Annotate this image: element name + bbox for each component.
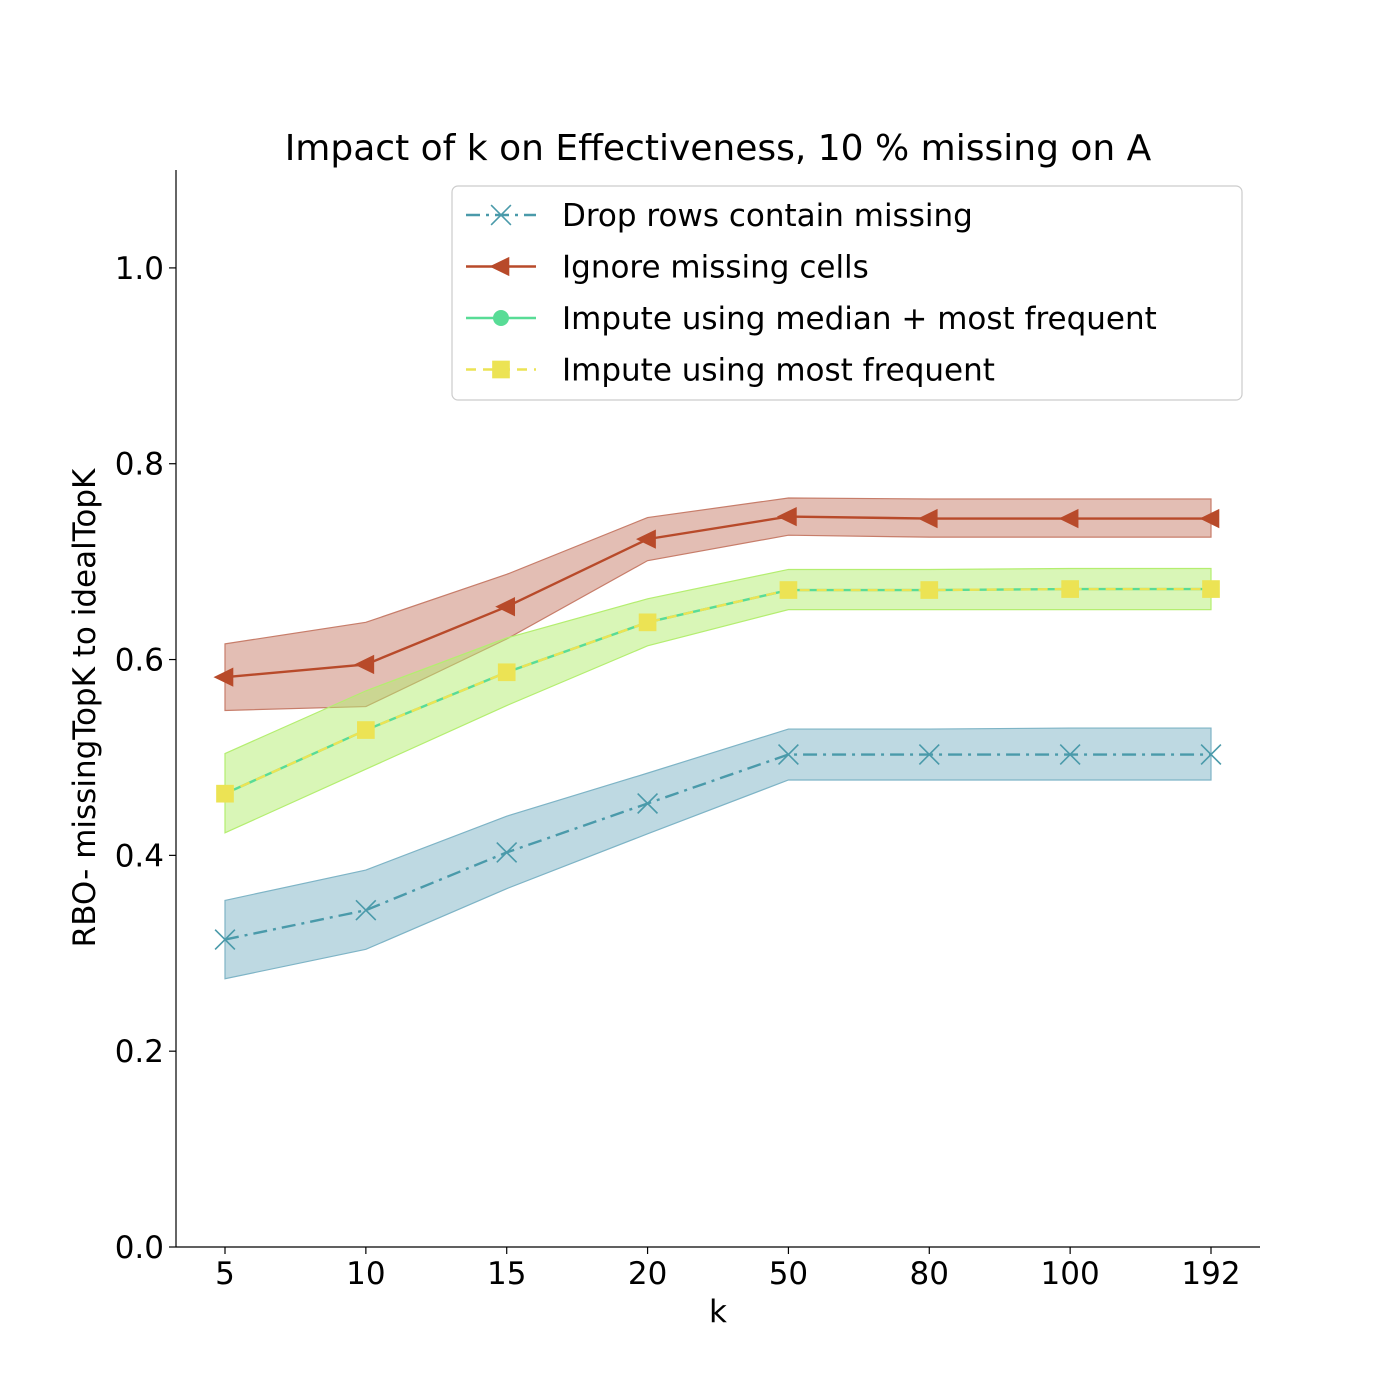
point-series-1 [776, 506, 797, 527]
x-tick-label: 100 [1041, 1256, 1100, 1292]
legend-marker-3 [492, 360, 510, 379]
axes [175, 170, 1260, 1248]
point-series-3 [920, 581, 939, 599]
legend-label-2: Impute using median + most frequent [562, 301, 1157, 337]
x-tick-label: 50 [769, 1256, 808, 1292]
point-series-0 [918, 744, 940, 765]
point-series-1 [636, 529, 656, 549]
chart-title: Impact of k on Effectiveness, 10 % missi… [285, 128, 1152, 169]
series-lines [224, 515, 1211, 941]
legend-marker-0 [490, 204, 512, 226]
y-tick-label: 0.2 [115, 1034, 164, 1070]
point-series-0 [637, 793, 659, 814]
point-series-3 [779, 581, 798, 599]
y-tick-label: 0.0 [115, 1230, 164, 1266]
point-series-3 [1061, 580, 1079, 598]
point-series-3 [1202, 580, 1220, 598]
legend-label-1: Ignore missing cells [562, 250, 869, 286]
point-series-1 [213, 667, 234, 687]
point-series-1 [1058, 508, 1079, 529]
band-series-2 [224, 567, 1212, 834]
line-series-0 [224, 753, 1211, 941]
line-series-1 [224, 515, 1211, 679]
point-series-3 [638, 613, 657, 632]
band-series-0 [224, 727, 1212, 980]
legend-label-0: Drop rows contain missing [562, 198, 973, 234]
x-axis-label: k [709, 1294, 727, 1330]
y-tick-label: 0.6 [115, 643, 164, 679]
point-series-1 [1199, 508, 1220, 529]
x-tick-label: 80 [910, 1256, 949, 1292]
point-series-3 [497, 663, 516, 682]
y-axis-label: RBO- missingTopK to idealTopK [67, 468, 103, 947]
legend-marker-1 [489, 256, 510, 277]
legend: Drop rows contain missing Ignore missing … [451, 185, 1243, 401]
point-series-0 [1059, 744, 1081, 765]
point-series-1 [495, 597, 516, 617]
point-series-0 [496, 841, 518, 863]
x-tick-label: 5 [215, 1256, 235, 1292]
y-tick-label: 0.4 [115, 838, 164, 874]
series-markers [213, 506, 1222, 951]
point-series-0 [214, 929, 236, 951]
point-series-1 [354, 654, 375, 675]
y-tick-label: 0.8 [115, 447, 164, 483]
y-ticks: 0.0 0.2 0.4 0.6 0.8 1.0 [115, 251, 176, 1266]
x-tick-label: 10 [346, 1256, 385, 1292]
y-tick-label: 1.0 [115, 251, 164, 287]
x-tick-label: 192 [1181, 1256, 1240, 1292]
point-series-3 [357, 721, 375, 739]
legend-marker-2 [493, 310, 509, 326]
line-series-3 [224, 587, 1211, 795]
x-tick-label: 20 [628, 1256, 667, 1292]
x-tick-label: 15 [487, 1256, 526, 1292]
point-series-1 [917, 508, 938, 529]
x-ticks: 5 10 15 20 50 80 100 192 [215, 1247, 1241, 1292]
point-series-3 [216, 784, 234, 803]
point-series-0 [355, 899, 377, 921]
legend-label-3: Impute using most frequent [562, 353, 995, 389]
legend-box [451, 185, 1243, 401]
point-series-0 [777, 744, 799, 765]
point-series-0 [1200, 744, 1222, 765]
